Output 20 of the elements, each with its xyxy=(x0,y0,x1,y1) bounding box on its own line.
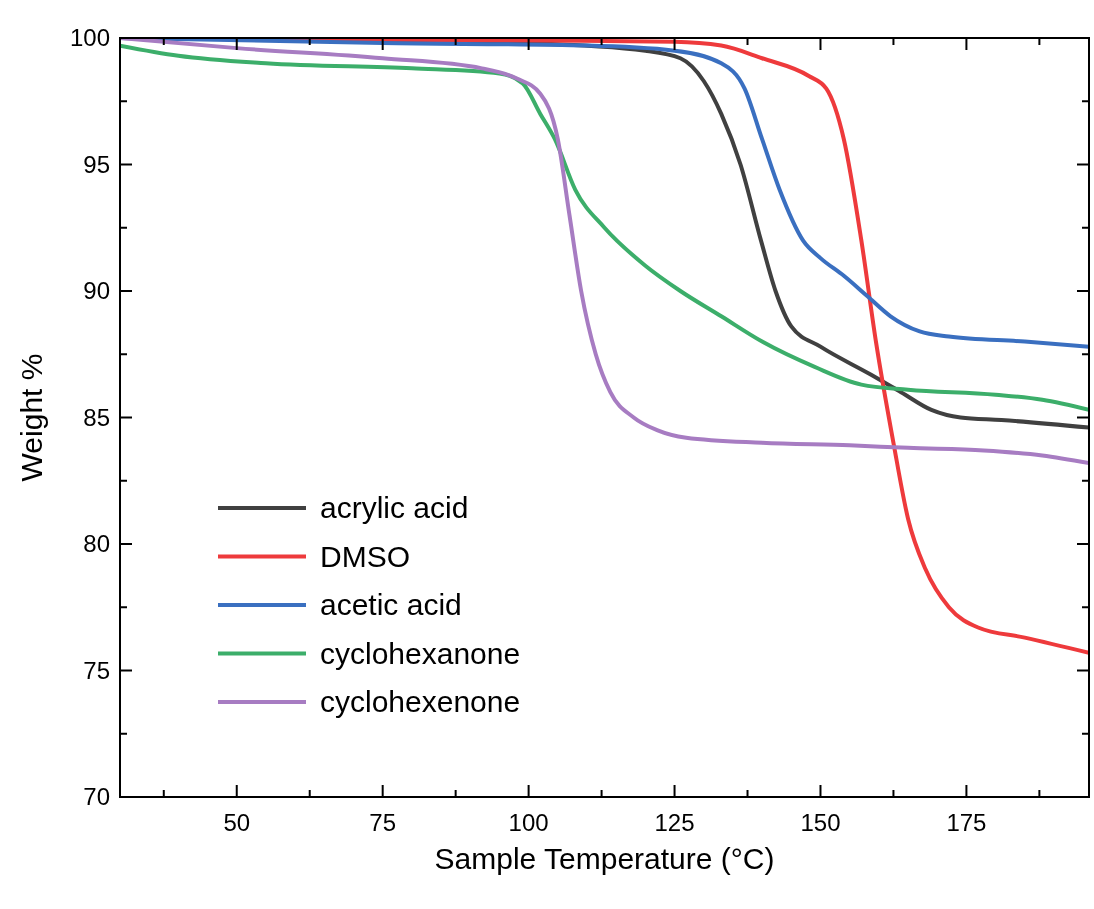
y-tick-label: 85 xyxy=(83,403,110,431)
legend-label: DMSO xyxy=(320,539,410,573)
y-tick-label: 95 xyxy=(83,150,110,178)
x-tick-label: 150 xyxy=(800,809,841,836)
legend-label: cyclohexenone xyxy=(320,685,521,718)
y-tick-label: 90 xyxy=(83,277,110,304)
x-tick-label: 125 xyxy=(654,809,695,836)
legend-label: acetic acid xyxy=(320,588,462,621)
y-tick-label: 100 xyxy=(69,24,110,51)
y-axis-title: Weight % xyxy=(15,353,48,482)
y-tick-label: 75 xyxy=(83,656,110,684)
x-tick-label: 175 xyxy=(946,809,987,836)
y-tick-label: 70 xyxy=(83,783,110,810)
x-tick-label: 50 xyxy=(223,809,251,836)
y-tick-label: 80 xyxy=(83,530,110,557)
legend-label: acrylic acid xyxy=(320,491,469,524)
legend-label: cyclohexanone xyxy=(320,636,521,670)
x-axis-title: Sample Temperature (°C) xyxy=(434,842,775,875)
x-tick-label: 75 xyxy=(369,809,397,836)
x-tick-label: 100 xyxy=(508,809,549,836)
